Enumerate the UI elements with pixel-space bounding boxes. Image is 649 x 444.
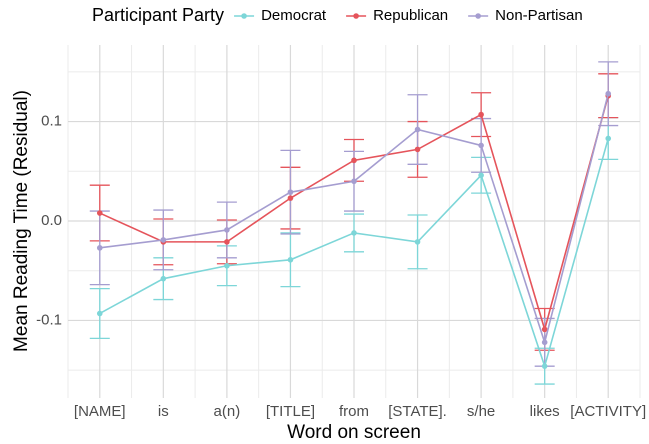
x-tick-label: is — [158, 403, 169, 420]
point — [541, 326, 548, 333]
legend-point — [475, 13, 481, 19]
point — [96, 210, 103, 216]
x-axis-title: Word on screen — [287, 422, 421, 443]
x-tick-label: [ACTIVITY] — [570, 403, 646, 420]
legend-label: Non-Partisan — [495, 7, 583, 24]
point — [541, 339, 548, 346]
point — [541, 363, 548, 369]
x-tick-label: [NAME] — [74, 403, 126, 420]
point — [605, 90, 612, 97]
x-tick-label: s/he — [467, 403, 495, 420]
x-tick-label: a(n) — [214, 403, 241, 420]
x-tick-label: [STATE]. — [388, 403, 447, 420]
y-axis-title: Mean Reading Time (Residual) — [11, 90, 32, 352]
x-tick-label: from — [339, 403, 369, 420]
point — [96, 310, 103, 317]
x-tick-label: [TITLE] — [266, 403, 315, 420]
point — [351, 157, 357, 164]
point — [414, 239, 421, 245]
y-tick-label: -0.1 — [36, 311, 62, 328]
point — [605, 135, 612, 142]
point — [224, 227, 230, 233]
point — [478, 142, 484, 149]
point — [287, 195, 294, 201]
point — [224, 239, 230, 245]
legend-label: Republican — [373, 7, 448, 24]
legend-point — [241, 13, 247, 19]
point — [160, 275, 167, 282]
legend-label: Democrat — [261, 7, 327, 24]
x-tick-label: likes — [530, 403, 560, 420]
y-tick-label: 0.0 — [41, 212, 62, 229]
point — [478, 172, 484, 179]
point — [96, 245, 103, 251]
legend-point — [353, 13, 359, 19]
y-tick-label: 0.1 — [41, 113, 62, 130]
point — [160, 237, 167, 243]
point — [414, 126, 421, 133]
point — [478, 111, 484, 118]
point — [287, 189, 294, 195]
point — [414, 146, 421, 153]
point — [351, 230, 357, 236]
point — [351, 178, 357, 185]
point — [287, 256, 294, 263]
legend-title: Participant Party — [92, 5, 224, 25]
point — [224, 262, 230, 269]
